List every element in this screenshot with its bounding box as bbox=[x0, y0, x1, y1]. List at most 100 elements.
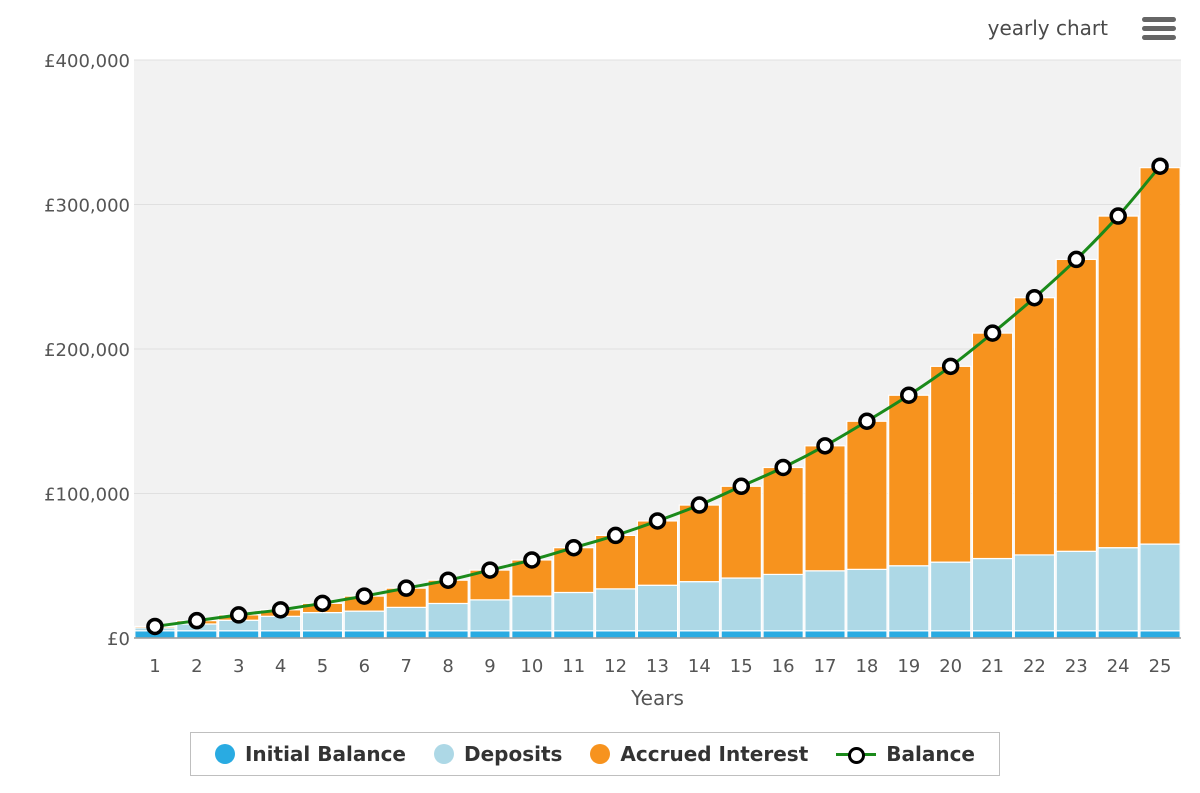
bar-segment bbox=[259, 630, 302, 639]
bar-segment bbox=[1097, 630, 1139, 639]
bar-segment bbox=[553, 630, 595, 639]
bar-segment bbox=[469, 569, 511, 601]
bar-segment bbox=[1055, 630, 1098, 639]
balance-point bbox=[271, 601, 290, 619]
x-tick-label: 11 bbox=[562, 656, 585, 677]
x-tick-label: 24 bbox=[1107, 656, 1130, 677]
balance-point bbox=[732, 477, 751, 496]
x-tick-label: 12 bbox=[604, 656, 627, 677]
legend-item-initial-balance[interactable]: Initial Balance bbox=[214, 742, 406, 766]
bar-segment bbox=[929, 630, 972, 639]
legend-label: Deposits bbox=[463, 742, 563, 766]
legend-item-balance[interactable]: Balance bbox=[836, 742, 975, 766]
y-tick-label: £200,000 bbox=[44, 340, 130, 361]
y-tick-label: £0 bbox=[107, 629, 130, 650]
bar-segment bbox=[762, 466, 804, 576]
x-tick-label: 7 bbox=[400, 656, 411, 677]
balance-point bbox=[564, 538, 583, 557]
x-tick-label: 6 bbox=[359, 656, 370, 677]
chart-menu-button[interactable] bbox=[1142, 17, 1176, 44]
legend-label: Balance bbox=[886, 742, 975, 766]
chart-legend: Initial Balance Deposits Accrued Interes… bbox=[190, 732, 1000, 776]
bar-segment bbox=[594, 588, 637, 632]
balance-point bbox=[523, 551, 541, 569]
balance-point bbox=[983, 324, 1002, 342]
bar-segment bbox=[804, 445, 846, 572]
y-tick-label: £400,000 bbox=[44, 51, 130, 72]
x-tick-label: 25 bbox=[1149, 656, 1172, 677]
bar-segment bbox=[594, 630, 637, 639]
x-tick-label: 5 bbox=[317, 656, 328, 677]
legend-item-accrued-interest[interactable]: Accrued Interest bbox=[590, 742, 808, 766]
bar-segment bbox=[1013, 554, 1056, 632]
balance-point bbox=[397, 579, 415, 597]
bar-segment bbox=[469, 630, 511, 639]
series-initial-balance bbox=[134, 630, 1181, 639]
x-tick-label: 15 bbox=[730, 656, 753, 677]
bar-segment bbox=[678, 630, 721, 639]
x-tick-label: 2 bbox=[191, 656, 202, 677]
bar-segment bbox=[1013, 297, 1056, 556]
x-tick-label: 21 bbox=[981, 656, 1004, 677]
bar-segment bbox=[553, 591, 595, 632]
bar-segment bbox=[720, 485, 762, 579]
bar-segment bbox=[385, 606, 427, 632]
balance-point bbox=[606, 526, 625, 545]
bar-segment bbox=[804, 630, 846, 639]
x-tick-label: 20 bbox=[939, 656, 962, 677]
balance-point bbox=[481, 561, 499, 579]
bar-segment bbox=[1013, 630, 1056, 639]
bar-segment bbox=[929, 365, 972, 563]
balance-point bbox=[941, 357, 960, 376]
hamburger-menu-icon bbox=[1142, 17, 1176, 22]
bar-segment bbox=[846, 568, 888, 632]
balance-point bbox=[1067, 250, 1086, 269]
bar-segment bbox=[1055, 550, 1098, 632]
balance-point bbox=[1025, 288, 1044, 307]
bar-segment bbox=[846, 630, 888, 639]
balance-line-marker-icon bbox=[836, 744, 877, 764]
bar-segment bbox=[846, 420, 888, 570]
initial-balance-swatch-icon bbox=[214, 744, 235, 764]
bar-segment bbox=[888, 630, 930, 639]
balance-point bbox=[900, 386, 918, 404]
x-tick-label: 14 bbox=[688, 656, 711, 677]
bar-segment bbox=[762, 630, 804, 639]
bar-segment bbox=[720, 577, 762, 632]
x-tick-label: 17 bbox=[814, 656, 837, 677]
x-tick-label: 9 bbox=[484, 656, 495, 677]
bar-segment bbox=[1139, 167, 1181, 545]
balance-point bbox=[690, 496, 709, 514]
balance-point bbox=[774, 458, 792, 477]
y-tick-label: £100,000 bbox=[44, 485, 130, 506]
bar-segment bbox=[1139, 630, 1181, 639]
x-tick-label: 10 bbox=[520, 656, 543, 677]
accrued-interest-swatch-icon bbox=[590, 744, 611, 764]
bar-segment bbox=[511, 595, 553, 632]
bar-segment bbox=[1097, 215, 1139, 549]
bar-segment bbox=[301, 611, 344, 632]
legend-label: Accrued Interest bbox=[620, 742, 809, 766]
bar-segment bbox=[636, 630, 679, 639]
bar-segment bbox=[971, 557, 1014, 632]
bar-segment bbox=[888, 565, 930, 632]
bar-segment bbox=[720, 630, 762, 639]
bar-segment bbox=[343, 630, 386, 639]
deposits-swatch-icon bbox=[433, 744, 454, 764]
bar-segment bbox=[636, 520, 679, 586]
bar-segment bbox=[594, 534, 637, 590]
series-balance bbox=[146, 157, 1169, 636]
bar-segment bbox=[469, 599, 511, 632]
bar-segment bbox=[427, 630, 469, 639]
legend-item-deposits[interactable]: Deposits bbox=[433, 742, 563, 766]
bar-segment bbox=[636, 584, 679, 632]
chart-period-title: yearly chart bbox=[987, 16, 1108, 40]
balance-point bbox=[355, 587, 374, 605]
x-tick-label: 22 bbox=[1023, 656, 1046, 677]
x-tick-label: 4 bbox=[275, 656, 286, 677]
y-tick-label: £300,000 bbox=[44, 196, 130, 217]
balance-point bbox=[648, 512, 667, 530]
x-axis-title: Years bbox=[630, 686, 684, 710]
balance-point bbox=[313, 594, 332, 613]
